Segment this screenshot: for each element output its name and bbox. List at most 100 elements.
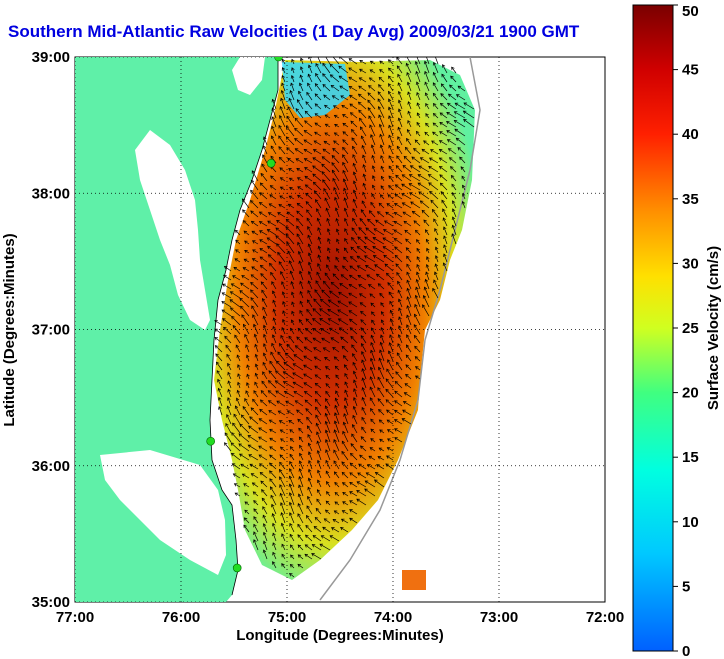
velocity-arrow-head: [425, 113, 429, 117]
velocity-arrow: [377, 456, 385, 461]
velocity-arrow: [435, 247, 439, 254]
velocity-arrow-head: [275, 390, 279, 394]
velocity-arrow-head: [379, 69, 383, 73]
velocity-arrow: [360, 445, 367, 452]
velocity-arrow: [327, 228, 331, 236]
velocity-arrow-head: [225, 344, 229, 349]
velocity-arrow: [231, 316, 241, 326]
velocity-arrow: [343, 355, 349, 362]
velocity-arrow: [344, 373, 349, 380]
velocity-arrow-head: [270, 351, 274, 356]
velocity-arrow-head: [303, 346, 308, 350]
velocity-arrow-head: [249, 463, 254, 468]
velocity-arrow-head: [279, 468, 283, 473]
velocity-arrow-head: [223, 274, 227, 279]
colorbar-tick-label: 20: [682, 385, 699, 402]
velocity-arrow: [342, 154, 349, 164]
velocity-arrow-head: [337, 309, 341, 313]
velocity-arrow: [416, 81, 421, 92]
velocity-arrow: [394, 381, 403, 389]
velocity-arrow: [361, 351, 367, 362]
velocity-arrow: [269, 194, 277, 200]
velocity-arrow-head: [349, 481, 353, 486]
velocity-arrow-head: [254, 343, 258, 348]
velocity-arrow: [334, 492, 340, 497]
velocity-arrow-head: [259, 471, 264, 476]
velocity-arrow-head: [378, 123, 383, 128]
colorbar-tick-label: 45: [682, 62, 699, 79]
velocity-arrow: [396, 155, 403, 164]
velocity-arrow-head: [252, 398, 256, 403]
velocity-arrow: [333, 187, 340, 200]
velocity-arrow-head: [342, 131, 347, 135]
velocity-arrow-head: [404, 383, 409, 387]
velocity-arrow-head: [236, 354, 240, 359]
velocity-arrow: [225, 345, 232, 353]
velocity-arrow-head: [450, 175, 455, 179]
velocity-arrow: [361, 343, 367, 353]
velocity-arrow-head: [236, 389, 241, 394]
velocity-arrow-head: [266, 229, 271, 233]
velocity-arrow-head: [439, 174, 443, 178]
velocity-arrow: [336, 229, 340, 236]
velocity-arrow-head: [234, 492, 239, 496]
velocity-arrow-head: [303, 355, 307, 359]
velocity-arrow-head: [262, 315, 267, 320]
velocity-arrow: [289, 195, 295, 200]
velocity-arrow-head: [333, 449, 337, 454]
velocity-arrow: [233, 267, 241, 272]
velocity-arrow: [316, 498, 322, 506]
velocity-arrow: [233, 414, 241, 425]
velocity-arrow: [286, 242, 295, 254]
velocity-arrow-head: [253, 523, 257, 528]
velocity-arrow-head: [214, 336, 219, 341]
velocity-arrow-head: [314, 289, 318, 293]
velocity-arrow: [450, 166, 457, 173]
velocity-arrow-head: [260, 281, 265, 285]
velocity-arrow-head: [271, 98, 276, 103]
velocity-arrow-head: [350, 443, 354, 447]
velocity-arrow: [353, 180, 358, 191]
velocity-arrow-head: [312, 535, 317, 539]
velocity-arrow: [369, 293, 376, 299]
velocity-arrow: [336, 248, 340, 254]
velocity-arrow: [263, 145, 268, 155]
velocity-arrow: [242, 267, 250, 272]
colorbar-tick-label: 5: [682, 578, 690, 595]
velocity-arrow: [269, 462, 277, 470]
velocity-arrow: [394, 437, 403, 443]
velocity-arrow-head: [288, 195, 293, 199]
velocity-arrow-head: [299, 57, 304, 62]
velocity-arrow-head: [388, 185, 392, 189]
velocity-arrow: [380, 302, 385, 308]
velocity-arrow-head: [343, 405, 348, 409]
velocity-arrow: [335, 374, 340, 380]
velocity-arrow: [359, 218, 367, 227]
velocity-arrow-head: [276, 243, 280, 247]
velocity-arrow-head: [360, 335, 365, 339]
velocity-arrow: [297, 242, 304, 254]
velocity-arrow-head: [281, 82, 285, 87]
velocity-arrow-head: [342, 421, 347, 426]
velocity-arrow-head: [271, 342, 275, 347]
velocity-arrow-head: [352, 414, 356, 419]
velocity-arrow: [268, 410, 277, 416]
velocity-arrow-head: [297, 194, 301, 199]
velocity-arrow-head: [333, 460, 337, 464]
velocity-arrow-head: [393, 212, 398, 216]
velocity-arrow-head: [335, 218, 339, 222]
velocity-arrow: [282, 310, 286, 317]
velocity-arrow: [254, 344, 259, 353]
velocity-arrow: [360, 335, 367, 344]
velocity-arrow-head: [406, 271, 410, 276]
velocity-arrow: [402, 174, 412, 182]
velocity-arrow-head: [297, 534, 301, 538]
velocity-arrow-head: [342, 154, 346, 158]
isolated-patch: [402, 570, 426, 590]
velocity-arrow: [440, 93, 448, 101]
velocity-arrow: [279, 454, 286, 461]
velocity-arrow: [389, 342, 394, 353]
velocity-arrow: [250, 189, 259, 200]
velocity-arrow-head: [324, 356, 328, 361]
velocity-arrow: [377, 98, 385, 110]
